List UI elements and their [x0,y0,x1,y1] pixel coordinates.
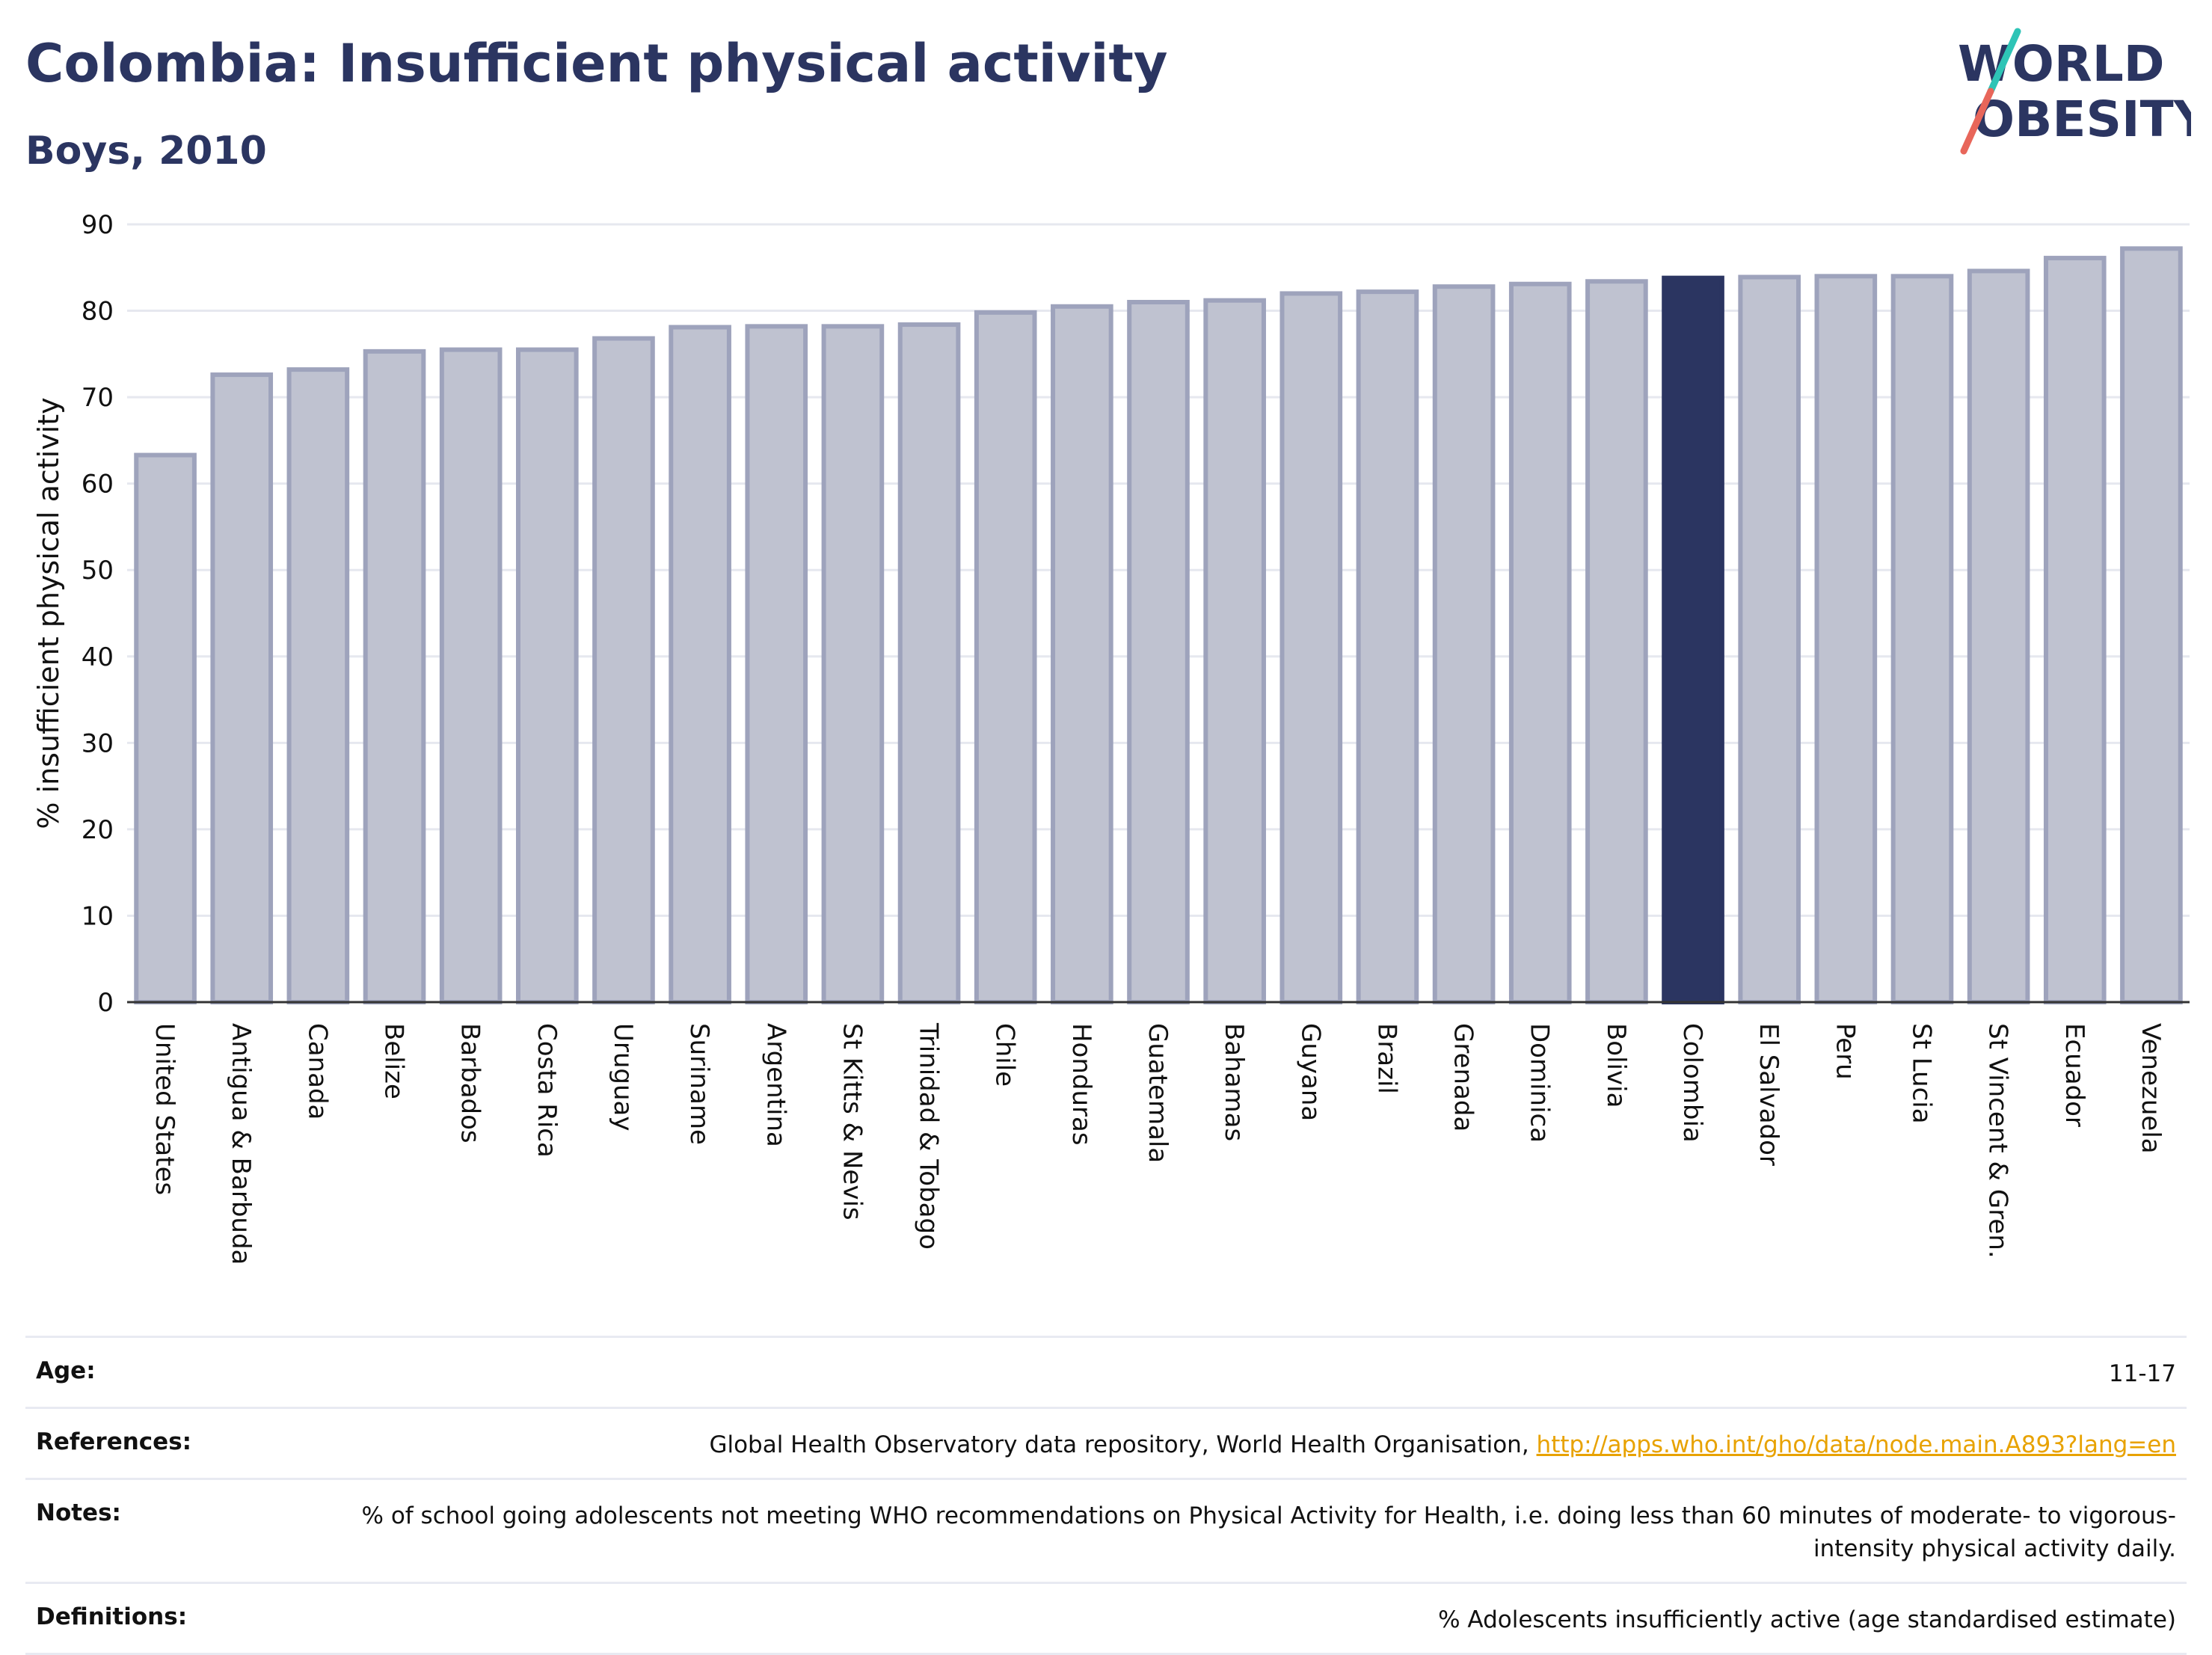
bar-st-vincent-gren- [1967,268,2030,1004]
x-tick-label: Chile [990,1023,1020,1087]
bar-brazil [1356,289,1419,1004]
x-tick-label: Brazil [1371,1023,1401,1094]
x-tick-label: St Vincent & Gren. [1983,1023,2013,1259]
references-value: Global Health Observatory data repositor… [709,1428,2176,1461]
definitions-value: % Adolescents insufficiently active (age… [1438,1606,2176,1633]
y-tick-label: 90 [82,210,114,240]
x-tick-label: Venezuela [2136,1023,2166,1154]
bar-trinidad-tobago [897,322,961,1004]
bar-honduras [1051,304,1113,1004]
bar-uruguay [592,336,655,1004]
bar-guyana [1279,291,1343,1004]
age-value: 11-17 [2108,1360,2176,1387]
chart-bars [134,246,2183,1005]
x-tick-label: Antigua & Barbuda [226,1023,256,1265]
bar-costa-rica [515,347,579,1004]
bar-dominica [1508,281,1572,1004]
y-tick-label: 80 [82,297,114,327]
bar-guatemala [1127,300,1190,1004]
meta-row-age: Age: 11-17 [25,1336,2187,1407]
bar-el-salvador [1738,274,1801,1004]
x-tick-label: Peru [1830,1023,1860,1080]
x-tick-label: Trinidad & Tobago [914,1022,944,1250]
bar-bolivia [1585,279,1648,1004]
bar-canada [286,367,350,1004]
references-text: Global Health Observatory data repositor… [709,1431,1537,1458]
x-tick-label: Uruguay [608,1023,638,1132]
notes-label: Notes: [36,1499,121,1526]
bar-chile [974,310,1037,1005]
world-obesity-logo: WORLD OBESITY [1958,28,2191,155]
y-axis-label: % insufficient physical activity [32,397,65,829]
x-tick-label: El Salvador [1754,1023,1784,1166]
bar-colombia [1662,275,1724,1004]
bar-suriname [669,325,731,1004]
bar-bahamas [1203,298,1266,1004]
meta-row-references: References: Global Health Observatory da… [25,1407,2187,1478]
y-tick-label: 40 [82,642,114,672]
bar-chart: 0 10 20 30 40 50 60 70 80 90 United States Antigua… [32,210,2190,1265]
y-tick-label: 30 [82,728,114,758]
bar-antigua-barbuda [210,372,274,1005]
y-tick-label: 60 [82,470,114,500]
x-tick-label: Guyana [1295,1023,1325,1121]
bar-grenada [1432,284,1496,1004]
x-tick-label: Barbados [455,1023,485,1143]
x-tick-label: Dominica [1525,1023,1555,1143]
x-tick-label: Bahamas [1219,1023,1249,1141]
bar-st-lucia [1890,274,1954,1005]
x-tick-label: Costa Rica [532,1023,562,1158]
x-tick-label: Grenada [1448,1023,1478,1132]
bar-belize [363,348,426,1005]
meta-row-definitions: Definitions: % Adolescents insufficientl… [25,1582,2187,1655]
x-tick-label: St Lucia [1906,1023,1936,1124]
metadata-table: Age: 11-17 References: Global Health Obs… [25,1336,2187,1655]
y-tick-label: 70 [82,383,114,413]
x-tick-label: Honduras [1066,1023,1096,1146]
x-tick-label: Suriname [684,1023,714,1145]
logo-slash-bottom [1960,87,1994,155]
y-tick-label: 20 [82,815,114,845]
x-axis-labels: United States Antigua & Barbuda Canada Beli… [150,1022,2166,1265]
bar-venezuela [2120,246,2183,1005]
age-label: Age: [36,1357,96,1384]
references-link[interactable]: http://apps.who.int/gho/data/node.main.A… [1536,1431,2176,1458]
x-tick-label: Canada [302,1023,332,1120]
bar-argentina [745,324,808,1005]
y-tick-label: 10 [82,901,114,931]
x-tick-label: United States [150,1023,179,1195]
y-tick-label: 50 [82,556,114,586]
x-tick-label: St Kitts & Nevis [837,1023,867,1220]
references-label: References: [36,1428,192,1455]
y-tick-label: 0 [97,988,114,1018]
bar-ecuador [2043,256,2107,1005]
logo-line2: OBESITY [1973,90,2191,148]
x-tick-label: Bolivia [1601,1023,1631,1108]
logo-slash-top [1987,28,2021,95]
definitions-label: Definitions: [36,1603,188,1630]
y-axis-ticks: 0 10 20 30 40 50 60 70 80 90 [82,210,114,1018]
bar-barbados [439,347,503,1004]
bar-united-states [134,452,197,1004]
notes-value: % of school going adolescents not meetin… [361,1502,2176,1562]
x-tick-label: Belize [379,1023,409,1099]
page-subtitle: Boys, 2010 [25,129,267,174]
bar-st-kitts-nevis [821,324,885,1005]
page-title: Colombia: Insufficient physical activity [25,33,1168,94]
x-tick-label: Guatemala [1143,1023,1173,1163]
meta-row-notes: Notes: % of school going adolescents not… [25,1478,2187,1582]
x-tick-label: Colombia [1677,1023,1707,1143]
x-tick-label: Argentina [761,1023,790,1147]
x-tick-label: Ecuador [2059,1023,2089,1127]
bar-peru [1814,274,1878,1005]
